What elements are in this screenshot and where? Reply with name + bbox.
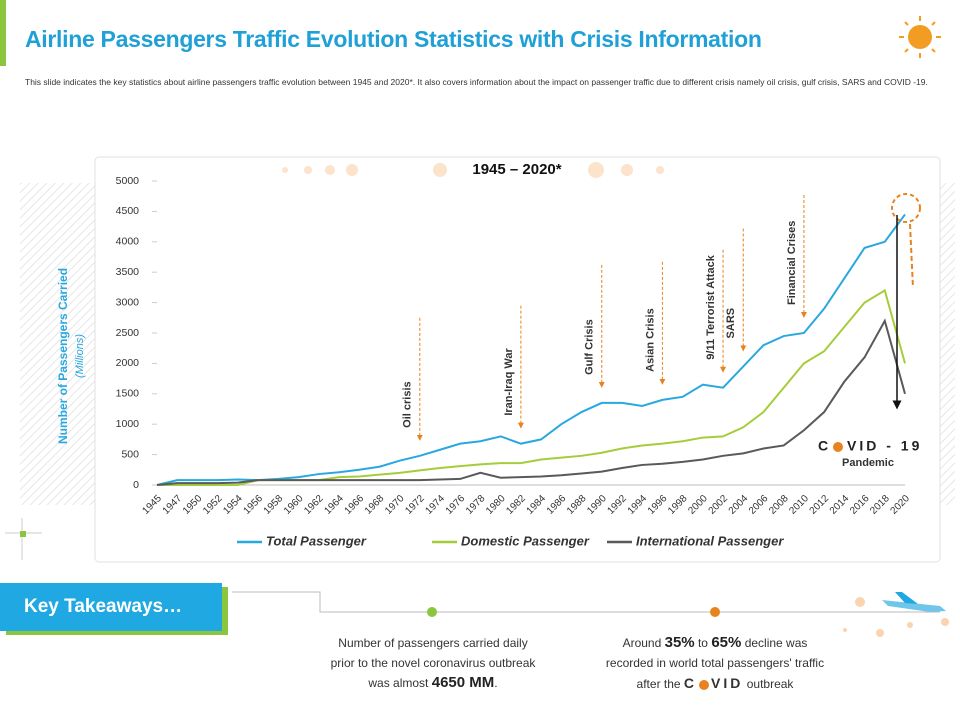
takeaway-text: outbreak [743, 677, 794, 691]
takeaway-text: Number of passengers carried daily prior… [330, 636, 536, 690]
legend-label: Total Passenger [266, 533, 367, 548]
annotation-label: SARS [725, 308, 737, 339]
annotation-label: Financial Crises [786, 221, 798, 305]
y-tick-label: 1500 [116, 388, 140, 400]
takeaway-text: Around [622, 636, 665, 650]
takeaway-text: 65% [711, 634, 742, 651]
series-line [156, 318, 906, 486]
annotation-label: Iran-Iraq War [503, 347, 515, 415]
y-tick-label: 4500 [116, 205, 140, 217]
y-tick-label: 3000 [116, 296, 140, 308]
takeaway-text: 4650 MM [431, 674, 495, 691]
y-tick-label: 1000 [116, 418, 140, 430]
pandemic-label: Pandemic [842, 457, 894, 469]
decor-dots [282, 162, 664, 178]
annotation-label: Asian Crisis [644, 308, 656, 372]
covid-circle [891, 193, 921, 223]
y-tick-label: 5000 [116, 175, 140, 187]
y-axis-sublabel: (Millions) [74, 334, 86, 378]
y-tick-label: 3500 [116, 266, 140, 278]
legend-label: International Passenger [636, 533, 784, 548]
y-tick-label: 500 [121, 448, 139, 460]
takeaway-text: . [494, 676, 498, 690]
covid-dot [699, 679, 710, 690]
takeaway-text: 35% [664, 634, 695, 651]
covid-arrow [909, 223, 914, 289]
sun-icon [899, 16, 941, 58]
y-tick-label: 4000 [116, 236, 140, 248]
takeaway: Around 35% to 65% decline was recorded i… [600, 633, 830, 694]
y-tick-label: 2500 [116, 327, 140, 339]
chart-title: 1945 – 2020* [472, 161, 561, 178]
annotation-label: 9/11 Terrorist Attack [705, 254, 717, 359]
covid-dot [833, 442, 843, 452]
accent-bar [0, 0, 6, 66]
takeaway: Number of passengers carried daily prior… [328, 633, 538, 693]
corner-mark [5, 518, 42, 560]
takeaway-text: VID [711, 675, 744, 691]
legend-label: Domestic Passenger [461, 533, 590, 548]
plane-icon [843, 592, 949, 637]
y-tick-label: 2000 [116, 357, 140, 369]
takeaway-text: decline was recorded in world total pass… [605, 636, 825, 691]
annotation-label: Gulf Crisis [584, 319, 596, 375]
covid-label: C [818, 438, 828, 454]
annotation-label: Oil crisis [402, 381, 414, 427]
y-tick-label: 0 [133, 479, 139, 491]
page-title: Airline Passengers Traffic Evolution Sta… [25, 26, 762, 52]
covid-label: VID - 19 [847, 438, 922, 454]
takeaway-connector [232, 591, 940, 617]
chart-card [94, 156, 941, 563]
series-line [156, 213, 906, 486]
description: This slide indicates the key statistics … [25, 77, 928, 87]
takeaway-text: to [694, 636, 712, 650]
takeaway-text: C [683, 675, 698, 691]
key-takeaways: Key Takeaways… [0, 583, 222, 631]
y-axis-label: Number of Passengers Carried [56, 268, 70, 444]
